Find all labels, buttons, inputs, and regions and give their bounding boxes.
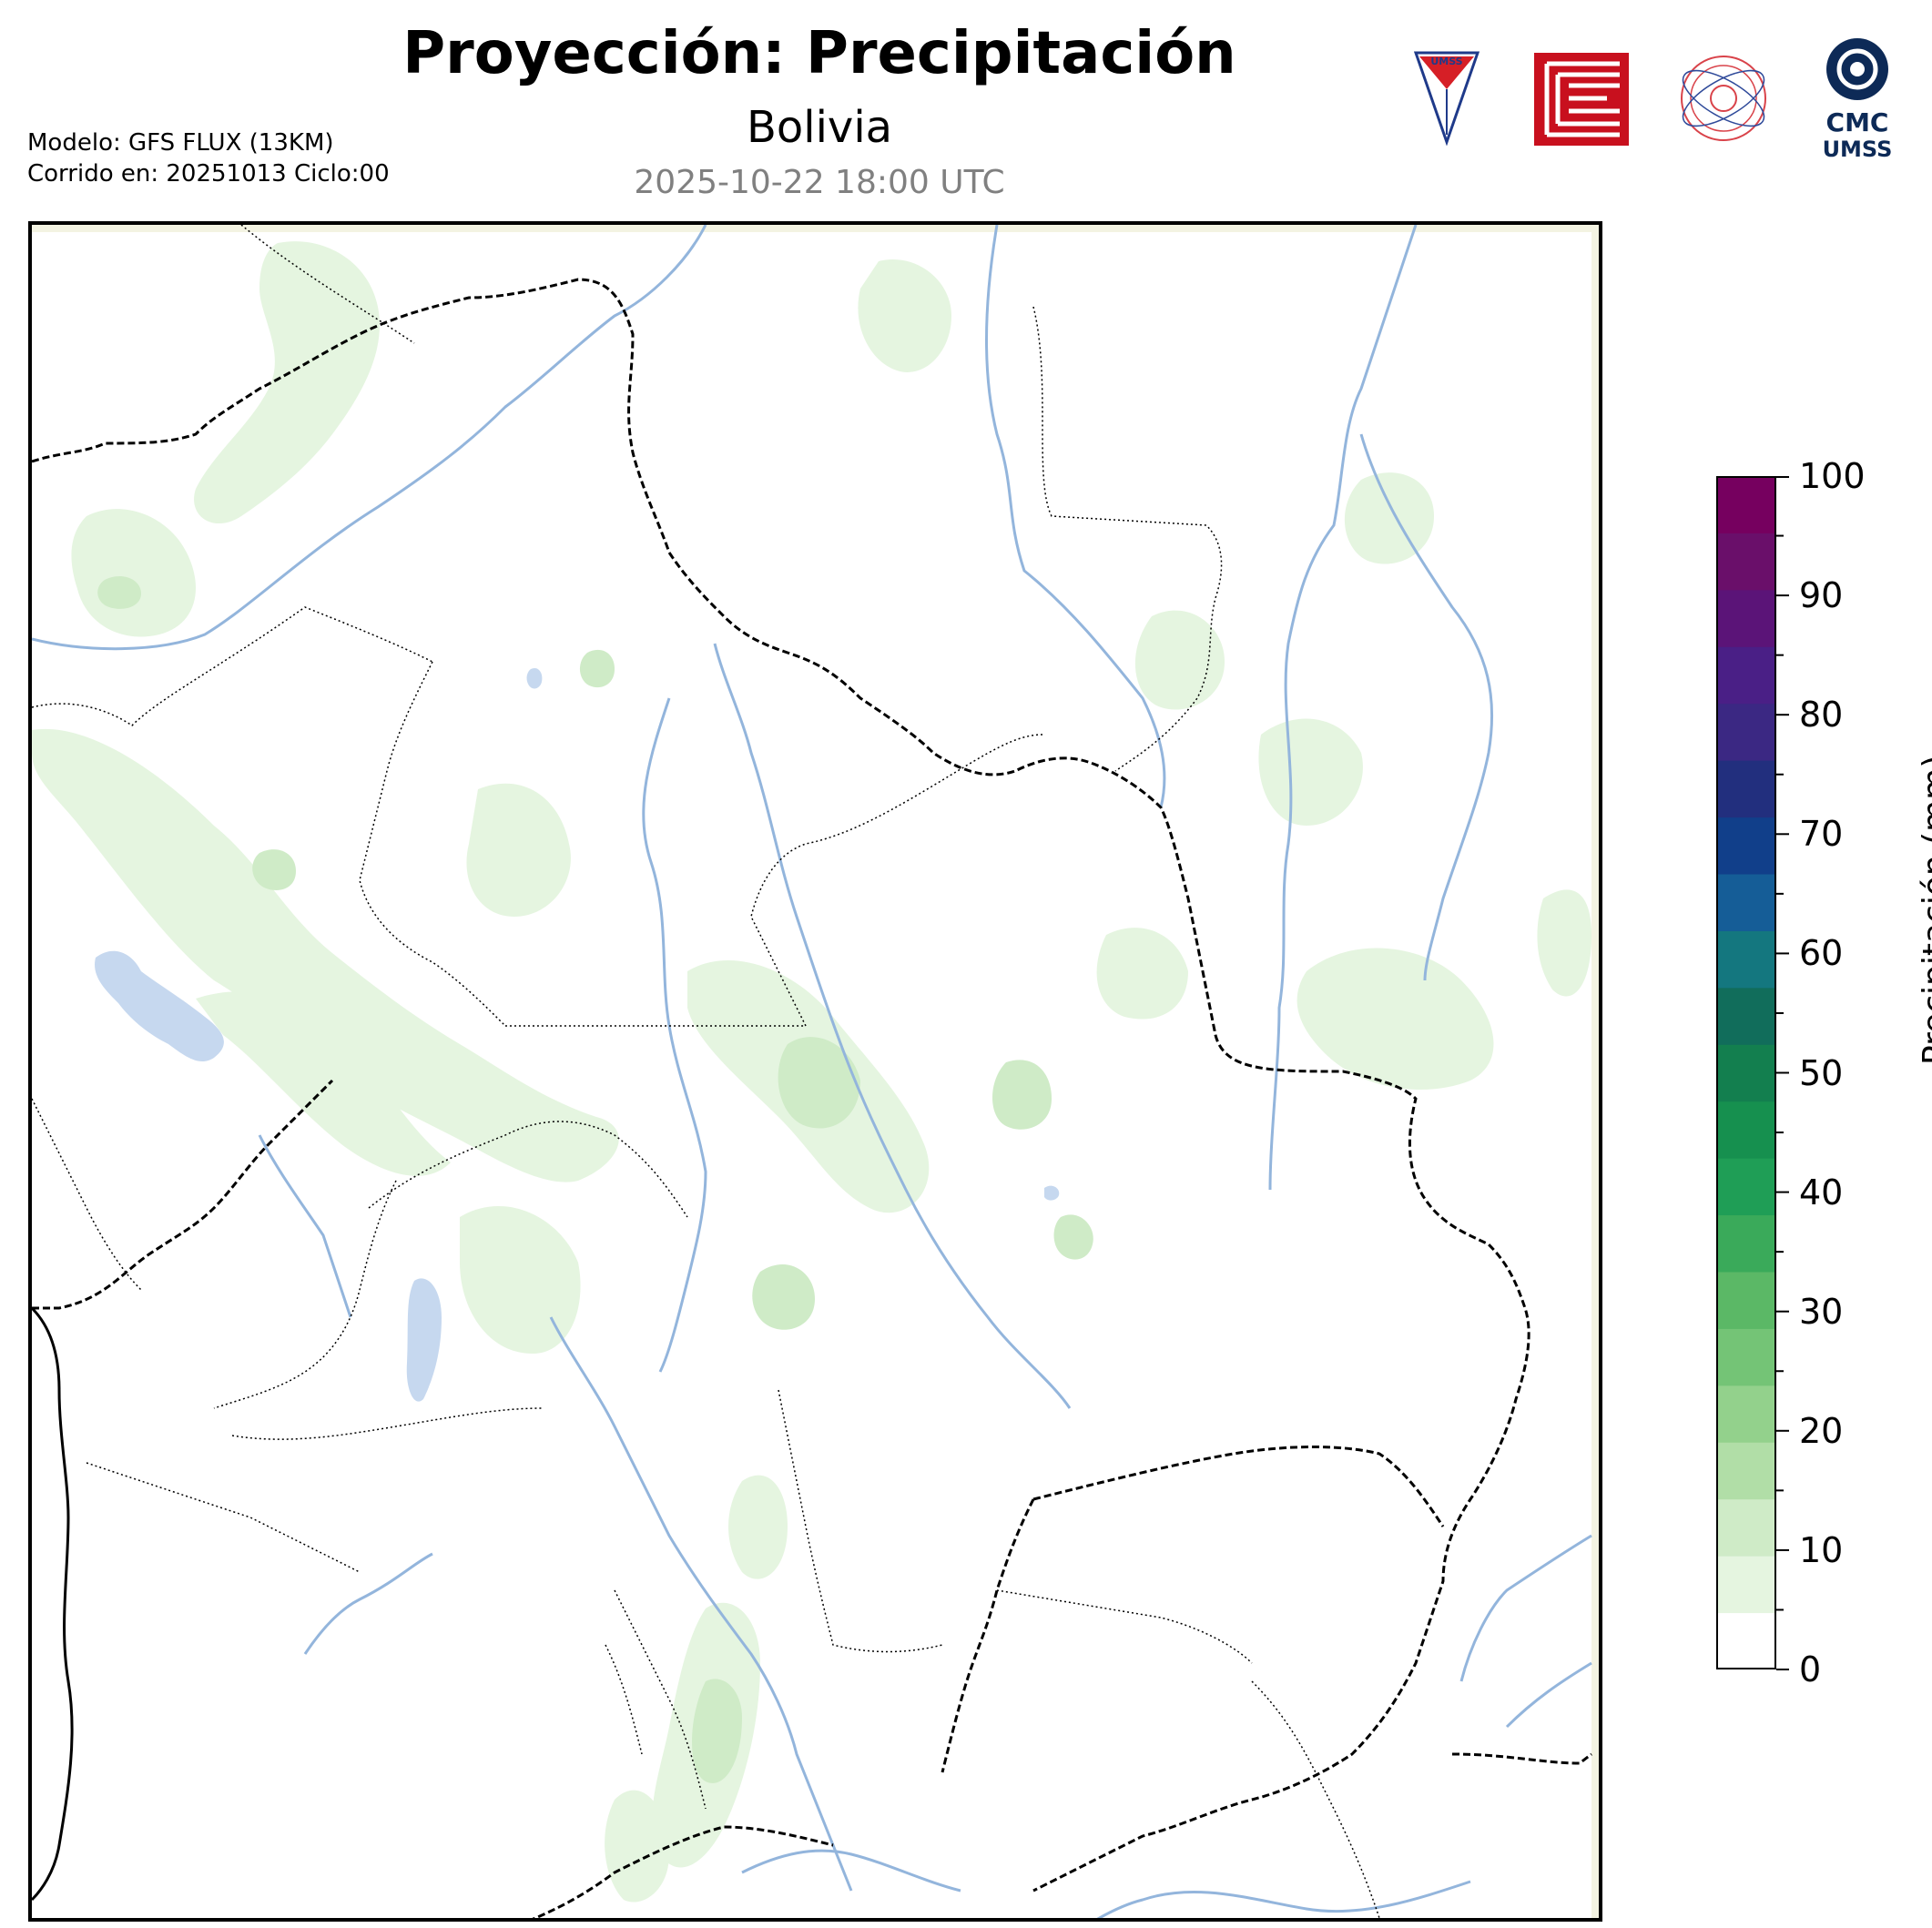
ocean-strip-right: [1591, 225, 1599, 1918]
country-borders: [32, 278, 1592, 1918]
lake-poopo: [406, 1278, 442, 1402]
colorbar-tick-label: 80: [1799, 695, 1844, 736]
colorbar-band: [1716, 874, 1776, 931]
ocean-strip-top: [32, 225, 1599, 232]
colorbar-band: [1716, 1498, 1776, 1557]
colorbar-tick-label: 30: [1799, 1291, 1844, 1332]
precipitation-map[interactable]: [28, 221, 1602, 1922]
colorbar-tick-label: 50: [1799, 1052, 1844, 1093]
map-subtitle: Bolivia: [746, 102, 893, 153]
colorbar-band: [1716, 533, 1776, 591]
colorbar-tick-label: 10: [1799, 1529, 1844, 1570]
pacific-coastline: [32, 1306, 74, 1902]
model-run: Corrido en: 20251013 Ciclo:00: [27, 160, 390, 188]
svg-text:UMSS: UMSS: [1823, 137, 1893, 160]
map-title: Proyección: Precipitación: [402, 20, 1236, 87]
precipitation-colorbar: [1716, 476, 1776, 1670]
map-canvas: [32, 225, 1599, 1918]
colorbar-band: [1716, 1214, 1776, 1273]
precip-mid-areas: [97, 575, 1093, 1783]
colorbar-band: [1716, 703, 1776, 761]
department-borders: [32, 225, 1380, 1918]
colorbar-band: [1716, 1612, 1776, 1670]
colorbar-band: [1716, 1272, 1776, 1329]
red-maze-logo: [1534, 53, 1629, 149]
colorbar-tick-marks: [1776, 476, 1791, 1675]
model-name: Modelo: GFS FLUX (13KM): [27, 129, 334, 157]
rivers: [32, 225, 1592, 1918]
umss-shield-logo: UMSS: [1413, 51, 1480, 149]
colorbar-band: [1716, 1442, 1776, 1500]
colorbar-tick-label: 40: [1799, 1172, 1844, 1213]
precip-light-areas: [32, 241, 1591, 1903]
colorbar-band: [1716, 1101, 1776, 1159]
colorbar-tick-label: 100: [1799, 456, 1866, 496]
colorbar-tick-label: 60: [1799, 933, 1844, 974]
model-info: Modelo: GFS FLUX (13KM) Corrido en: 2025…: [27, 127, 390, 189]
colorbar-band: [1716, 1328, 1776, 1386]
colorbar-tick-label: 0: [1799, 1649, 1822, 1690]
svg-text:CMC: CMC: [1826, 107, 1889, 137]
colorbar-band: [1716, 1385, 1776, 1443]
colorbar-band: [1716, 760, 1776, 818]
colorbar-band: [1716, 930, 1776, 989]
colorbar-label: Precipitación (mm): [1917, 755, 1932, 1065]
colorbar-band: [1716, 1556, 1776, 1614]
lake-titicaca: [95, 950, 224, 1062]
colorbar-band: [1716, 1158, 1776, 1216]
lakes: [95, 667, 1060, 1402]
colorbar-tick-label: 70: [1799, 814, 1844, 855]
colorbar-band: [1716, 817, 1776, 875]
colorbar-tick-label: 20: [1799, 1410, 1844, 1451]
colorbar-band: [1716, 646, 1776, 705]
forecast-datetime: 2025-10-22 18:00 UTC: [634, 164, 1005, 201]
departamento-fisica-seal: [1675, 50, 1772, 150]
colorbar-band: [1716, 1044, 1776, 1102]
colorbar-tick-label: 90: [1799, 575, 1844, 616]
colorbar-band: [1716, 987, 1776, 1045]
svg-text:UMSS: UMSS: [1430, 56, 1462, 67]
colorbar-band: [1716, 476, 1776, 533]
colorbar-band: [1716, 589, 1776, 647]
cmc-umss-logo: CMC UMSS: [1816, 36, 1898, 164]
